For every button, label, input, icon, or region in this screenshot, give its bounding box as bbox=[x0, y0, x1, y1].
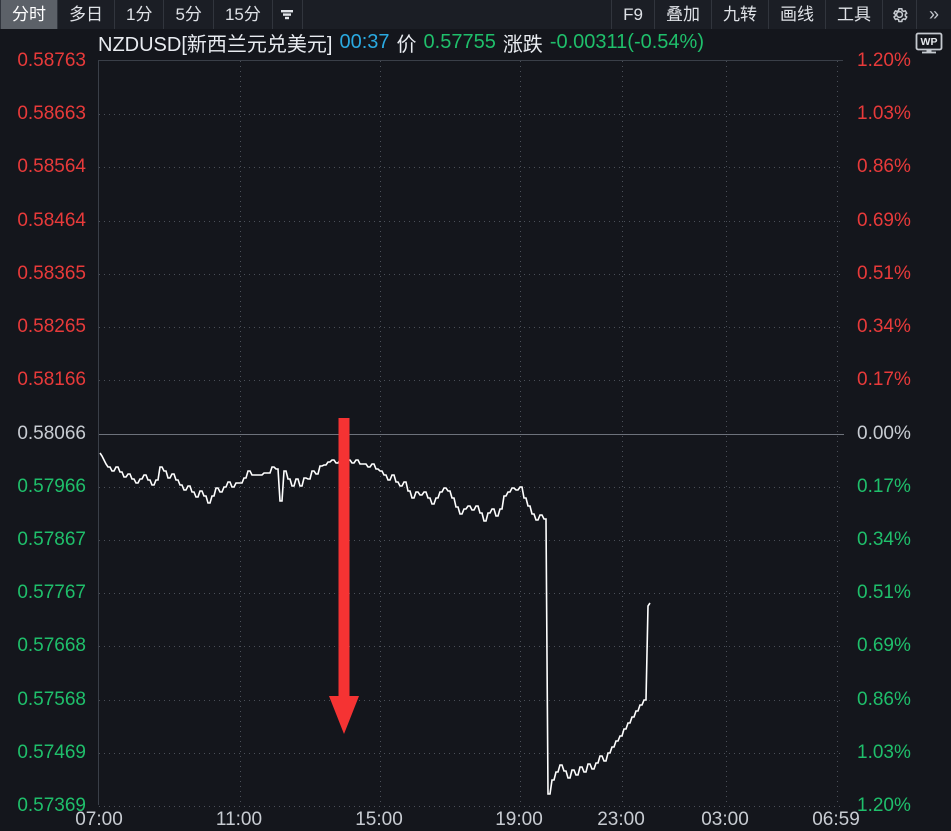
gear-icon bbox=[893, 8, 908, 23]
percent-axis-tick: 0.69% bbox=[857, 209, 911, 231]
symbol-name: NZDUSD[新西兰元兑美元] bbox=[98, 33, 333, 56]
percent-axis-tick: 0.51% bbox=[857, 262, 911, 284]
chart-canvas bbox=[99, 61, 844, 807]
timeframe-5m[interactable]: 5分 bbox=[164, 0, 214, 29]
settings-button[interactable] bbox=[883, 0, 917, 29]
time-axis-tick: 06:59 bbox=[812, 809, 860, 830]
price-axis-tick: 0.58464 bbox=[17, 209, 86, 231]
toolbar-spacer bbox=[303, 0, 611, 29]
drawline-button[interactable]: 画线 bbox=[769, 0, 826, 29]
watermark-badge: WP bbox=[915, 32, 943, 54]
main-toolbar: 分时 多日 1分 5分 15分 F9 叠加 九转 画线 工具 » bbox=[0, 0, 951, 29]
price-line bbox=[99, 452, 651, 795]
time-axis-tick: 19:00 bbox=[495, 809, 543, 830]
last-price: 0.57755 bbox=[423, 30, 496, 53]
price-axis-tick: 0.58365 bbox=[17, 262, 86, 284]
percent-axis-tick: 0.86% bbox=[857, 156, 911, 178]
arrow-shaft bbox=[338, 418, 350, 698]
price-axis-tick: 0.57966 bbox=[17, 475, 86, 497]
left-price-axis: 0.58763 0.58663 0.58564 0.58464 0.58365 0.582… bbox=[0, 51, 92, 815]
nine-turn-button-label: 九转 bbox=[723, 5, 757, 24]
watermark-text: WP bbox=[921, 36, 938, 48]
percent-axis-tick: 0.00% bbox=[857, 422, 911, 444]
percent-axis-tick: 1.03% bbox=[857, 103, 911, 125]
timeframe-5m-label: 5分 bbox=[175, 5, 202, 24]
filter-dropdown-button[interactable] bbox=[273, 0, 303, 29]
price-axis-tick: 0.57668 bbox=[17, 635, 86, 657]
percent-axis-tick: 0.69% bbox=[857, 635, 911, 657]
percent-axis-tick: 1.20% bbox=[857, 50, 911, 71]
price-axis-tick: 0.57568 bbox=[17, 688, 86, 710]
price-axis-tick: 0.57767 bbox=[17, 582, 86, 604]
percent-axis-tick: 1.03% bbox=[857, 741, 911, 763]
price-axis-tick: 0.57469 bbox=[17, 741, 86, 763]
price-axis-tick: 0.58663 bbox=[17, 103, 86, 125]
timeframe-15m-label: 15分 bbox=[224, 5, 261, 24]
change-label: 涨跌 bbox=[502, 33, 543, 56]
percent-axis-tick: 0.34% bbox=[857, 528, 911, 550]
timeframe-intraday[interactable]: 分时 bbox=[0, 0, 58, 29]
monitor-icon: WP bbox=[915, 32, 943, 54]
arrow-head bbox=[329, 696, 359, 734]
price-change: -0.00311(-0.54%) bbox=[549, 30, 704, 53]
right-percent-axis: 1.20% 1.03% 0.86% 0.69% 0.51% 0.34% 0.17% 0.00%… bbox=[850, 51, 950, 815]
price-axis-tick: 0.58763 bbox=[17, 50, 86, 71]
price-label: 价 bbox=[396, 33, 417, 56]
percent-axis-tick: 0.17% bbox=[857, 369, 911, 391]
chevron-right-double-icon: » bbox=[928, 4, 939, 24]
more-options-button[interactable]: » bbox=[917, 0, 951, 29]
timeframe-button-group: 分时 多日 1分 5分 15分 bbox=[0, 0, 273, 29]
price-chart-plot[interactable] bbox=[98, 60, 844, 807]
time-axis-tick: 03:00 bbox=[701, 809, 749, 830]
price-axis-tick: 0.57867 bbox=[17, 528, 86, 550]
time-axis-tick: 23:00 bbox=[597, 809, 645, 830]
percent-axis-tick: 1.20% bbox=[857, 795, 911, 816]
overlay-button-label: 叠加 bbox=[666, 5, 700, 24]
tools-button-label: 工具 bbox=[837, 5, 871, 24]
quote-header: NZDUSD[新西兰元兑美元] 00:37 价 0.57755 涨跌 -0.00… bbox=[98, 29, 711, 56]
overlay-button[interactable]: 叠加 bbox=[655, 0, 712, 29]
time-axis-tick: 15:00 bbox=[355, 809, 403, 830]
percent-axis-tick: 0.86% bbox=[857, 688, 911, 710]
timeframe-15m[interactable]: 15分 bbox=[214, 0, 273, 29]
price-axis-tick: 0.58066 bbox=[17, 422, 86, 444]
filter-dropdown-icon bbox=[281, 9, 294, 19]
timeframe-multiday-label: 多日 bbox=[69, 5, 103, 24]
percent-axis-tick: 0.17% bbox=[857, 475, 911, 497]
nine-turn-button[interactable]: 九转 bbox=[712, 0, 769, 29]
percent-axis-tick: 0.51% bbox=[857, 582, 911, 604]
price-axis-tick: 0.58265 bbox=[17, 316, 86, 338]
down-arrow-annotation bbox=[329, 418, 359, 734]
tools-button[interactable]: 工具 bbox=[826, 0, 883, 29]
time-axis-tick: 11:00 bbox=[215, 809, 263, 830]
time-axis-tick: 07:00 bbox=[75, 809, 123, 830]
price-axis-tick: 0.57369 bbox=[17, 795, 86, 816]
toolbar-right-group: F9 叠加 九转 画线 工具 » bbox=[611, 0, 951, 29]
price-axis-tick: 0.58564 bbox=[17, 156, 86, 178]
timeframe-1m[interactable]: 1分 bbox=[115, 0, 165, 29]
timeframe-multiday[interactable]: 多日 bbox=[58, 0, 115, 29]
time-axis: 07:00 11:00 15:00 19:00 23:00 03:00 06:59 bbox=[0, 806, 951, 831]
timeframe-1m-label: 1分 bbox=[126, 5, 153, 24]
percent-axis-tick: 0.34% bbox=[857, 316, 911, 338]
timeframe-intraday-label: 分时 bbox=[12, 5, 46, 24]
drawline-button-label: 画线 bbox=[780, 5, 814, 24]
quote-time: 00:37 bbox=[339, 30, 390, 53]
f9-button-label: F9 bbox=[623, 5, 643, 24]
f9-button[interactable]: F9 bbox=[611, 0, 655, 29]
price-axis-tick: 0.58166 bbox=[17, 369, 86, 391]
